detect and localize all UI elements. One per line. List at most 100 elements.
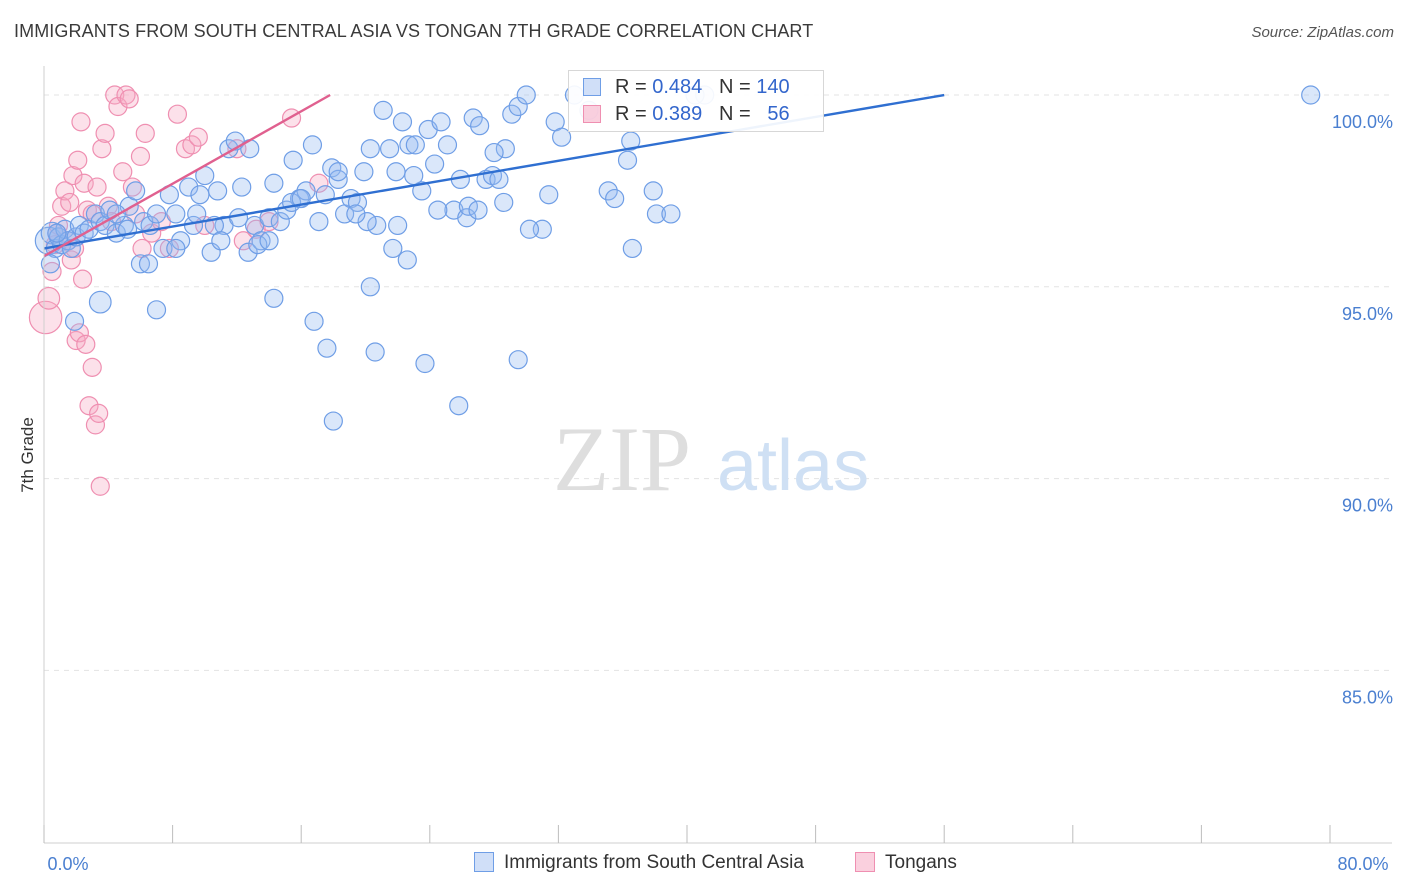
point-south-central-asia xyxy=(605,188,625,209)
point-south-central-asia xyxy=(354,162,374,182)
point-tongans xyxy=(87,177,107,197)
point-south-central-asia xyxy=(228,208,249,228)
point-south-central-asia xyxy=(399,135,419,155)
point-tongans xyxy=(68,150,88,170)
point-south-central-asia xyxy=(264,288,284,308)
point-south-central-asia xyxy=(232,177,252,197)
point-tongans xyxy=(55,181,75,201)
point-south-central-asia xyxy=(470,116,490,136)
y-tick-label: 95.0% xyxy=(1342,304,1393,324)
point-south-central-asia xyxy=(367,215,387,236)
point-south-central-asia xyxy=(415,353,435,374)
point-south-central-asia xyxy=(598,181,618,201)
point-tongans xyxy=(85,415,106,435)
point-tongans xyxy=(108,96,128,117)
point-south-central-asia xyxy=(405,135,425,155)
point-south-central-asia xyxy=(646,204,667,224)
point-tongans xyxy=(82,357,102,377)
point-tongans xyxy=(69,323,89,343)
bottom-legend-label-pink: Tongans xyxy=(885,852,957,873)
y-tick-label: 85.0% xyxy=(1342,687,1393,707)
point-south-central-asia xyxy=(304,311,324,331)
point-south-central-asia xyxy=(64,311,85,331)
point-south-central-asia xyxy=(397,250,417,270)
bottom-legend-swatch-blue xyxy=(474,852,494,872)
point-south-central-asia xyxy=(166,204,186,224)
point-south-central-asia xyxy=(146,300,167,320)
watermark: ZIP atlas xyxy=(553,408,869,510)
point-south-central-asia xyxy=(302,135,323,155)
point-south-central-asia xyxy=(552,127,572,147)
point-tongans xyxy=(90,476,110,496)
chart-title: IMMIGRANTS FROM SOUTH CENTRAL ASIA VS TO… xyxy=(14,21,814,41)
watermark-zip: ZIP xyxy=(553,408,691,510)
point-tongans xyxy=(79,396,99,416)
legend-pink-n-label: N = xyxy=(718,103,751,125)
point-south-central-asia xyxy=(383,238,403,259)
point-south-central-asia xyxy=(179,177,199,197)
legend-blue-n-label: N = xyxy=(718,76,751,98)
point-south-central-asia xyxy=(539,185,559,205)
trend-line-tongans xyxy=(43,93,331,258)
point-south-central-asia xyxy=(380,139,400,159)
point-south-central-asia xyxy=(373,100,393,120)
point-south-central-asia xyxy=(360,139,380,159)
point-south-central-asia xyxy=(360,277,380,297)
point-south-central-asia xyxy=(494,192,514,213)
point-south-central-asia xyxy=(328,169,348,190)
point-south-central-asia xyxy=(47,223,67,243)
point-south-central-asia xyxy=(621,131,641,151)
point-south-central-asia xyxy=(264,173,284,193)
point-south-central-asia xyxy=(323,411,343,431)
legend-pink-n: 56 xyxy=(767,103,790,125)
point-south-central-asia xyxy=(190,185,210,205)
axes xyxy=(43,66,1392,844)
point-south-central-asia xyxy=(259,208,279,228)
point-south-central-asia xyxy=(346,204,366,224)
point-tongans xyxy=(130,146,151,166)
x-tick-label: 80.0% xyxy=(1337,854,1388,874)
bottom-legend-swatch-pink xyxy=(855,852,875,872)
point-south-central-asia xyxy=(365,342,385,362)
point-south-central-asia xyxy=(437,135,458,155)
point-south-central-asia xyxy=(508,350,528,370)
point-tongans xyxy=(37,286,61,310)
legend-pink-r-label: R = xyxy=(615,103,647,125)
legend-pink-r: 0.389 xyxy=(652,103,703,125)
point-south-central-asia xyxy=(166,238,186,259)
legend-row-blue: R = 0.484 N = 140 xyxy=(583,76,790,99)
point-tongans xyxy=(159,238,179,259)
legend-swatch-blue xyxy=(583,78,601,96)
point-tongans xyxy=(105,85,125,105)
point-south-central-asia xyxy=(357,211,377,232)
watermark-atlas: atlas xyxy=(717,426,869,506)
point-south-central-asia xyxy=(622,238,642,259)
point-south-central-asia xyxy=(126,181,146,201)
point-south-central-asia xyxy=(495,139,515,159)
point-south-central-asia xyxy=(617,150,638,170)
source-label: Source: ZipAtlas.com xyxy=(1251,24,1394,41)
bottom-legend-label-blue: Immigrants from South Central Asia xyxy=(504,852,804,873)
legend-swatch-pink xyxy=(583,105,601,123)
stats-legend: R = 0.484 N = 140 R = 0.389 N = 56 xyxy=(568,70,824,132)
point-tongans xyxy=(76,334,96,354)
legend-row-pink: R = 0.389 N = 56 xyxy=(583,103,790,126)
point-south-central-asia xyxy=(1301,85,1321,105)
point-south-central-asia xyxy=(130,254,151,274)
bottom-legend-blue: Immigrants from South Central Asia xyxy=(474,852,804,874)
point-south-central-asia xyxy=(309,211,329,232)
x-tick-label: 0.0% xyxy=(47,854,88,874)
point-south-central-asia xyxy=(386,162,406,182)
point-tongans xyxy=(71,112,91,132)
point-south-central-asia xyxy=(412,181,432,201)
point-tongans xyxy=(95,123,115,143)
legend-blue-r: 0.484 xyxy=(652,76,703,98)
point-south-central-asia xyxy=(40,254,61,274)
point-south-central-asia xyxy=(238,242,258,262)
point-tongans xyxy=(119,89,139,109)
point-tongans xyxy=(61,250,81,270)
y-tick-label: 90.0% xyxy=(1342,496,1393,516)
point-south-central-asia xyxy=(484,142,504,163)
point-south-central-asia xyxy=(317,338,337,358)
